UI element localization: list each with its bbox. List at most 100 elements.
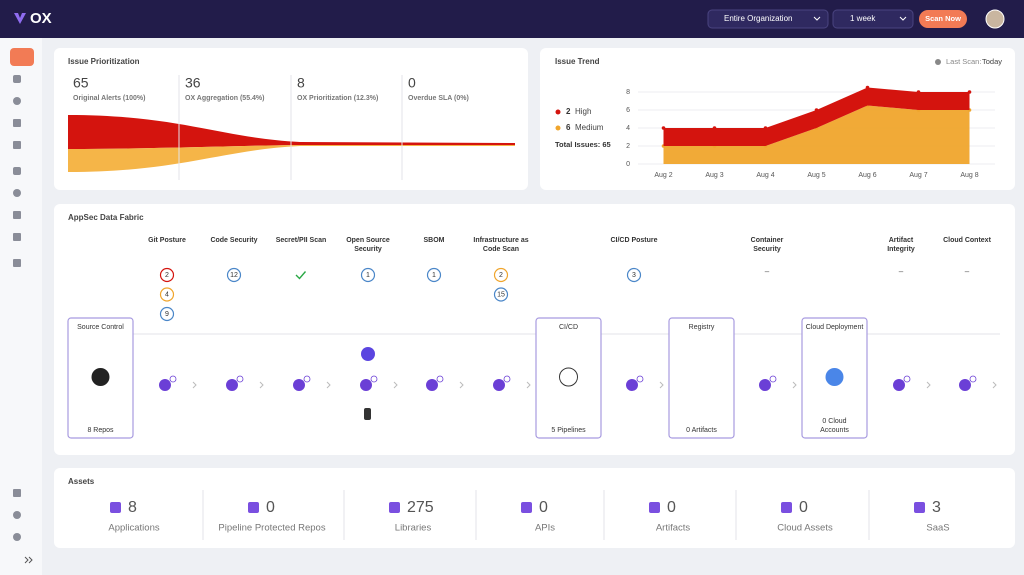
nav-icon[interactable] bbox=[13, 233, 21, 241]
card-title: AppSec Data Fabric bbox=[68, 213, 144, 222]
arrow bbox=[459, 381, 464, 389]
legend-count: 2 bbox=[566, 107, 571, 116]
asset-label: APIs bbox=[535, 523, 555, 534]
label: Artifact Integrity bbox=[887, 237, 915, 253]
asset-value: 0 bbox=[667, 499, 676, 516]
placeholder: – bbox=[965, 267, 970, 276]
legend-name: High bbox=[575, 107, 591, 116]
placeholder: – bbox=[765, 267, 770, 276]
scan-label: Scan Now bbox=[925, 14, 961, 23]
org-label: Entire Organization bbox=[724, 14, 792, 23]
badge-value: 4 bbox=[165, 291, 169, 298]
sidebar bbox=[0, 38, 42, 575]
card-title: Assets bbox=[68, 477, 95, 486]
arrow bbox=[659, 381, 664, 389]
nav-icon[interactable] bbox=[13, 211, 21, 219]
y-tick-label: 4 bbox=[626, 125, 630, 132]
stage-label: OX Aggregation (55.4%) bbox=[185, 95, 264, 102]
scan-button[interactable] bbox=[919, 10, 967, 28]
tool-badge bbox=[769, 375, 777, 383]
tool-badge bbox=[169, 375, 177, 383]
badge-value: 15 bbox=[497, 291, 505, 298]
tool-badge bbox=[903, 375, 911, 383]
last-scan: Today bbox=[982, 57, 1002, 66]
legend-name: Medium bbox=[575, 123, 604, 132]
nav-icon[interactable] bbox=[13, 189, 21, 197]
legend-count: 6 bbox=[566, 123, 571, 132]
x-tick-label: Aug 6 bbox=[858, 172, 876, 179]
arrow bbox=[192, 381, 197, 389]
asset-icon bbox=[649, 502, 660, 513]
tool-icon bbox=[959, 379, 971, 391]
last-scan-label: Last Scan: bbox=[946, 57, 981, 66]
label: CI/CD bbox=[559, 324, 578, 331]
area-high bbox=[663, 87, 970, 146]
nav-icon[interactable] bbox=[13, 533, 21, 541]
check bbox=[295, 271, 307, 280]
nav-expand[interactable] bbox=[24, 556, 33, 564]
badge-value: 2 bbox=[499, 272, 503, 279]
tool-badge bbox=[236, 375, 244, 383]
label: Secret/PII Scan bbox=[276, 237, 327, 244]
nav-home[interactable] bbox=[10, 48, 34, 66]
badge bbox=[226, 267, 242, 283]
nav-icon[interactable] bbox=[13, 141, 21, 149]
badge-value: 9 bbox=[165, 311, 169, 318]
nav-icon[interactable] bbox=[13, 167, 21, 175]
nav-icon[interactable] bbox=[13, 511, 21, 519]
y-tick-label: 0 bbox=[626, 161, 630, 168]
asset-label: Libraries bbox=[395, 523, 432, 534]
tool-icon bbox=[759, 379, 771, 391]
badge bbox=[159, 306, 175, 322]
x-tick-label: Aug 2 bbox=[654, 172, 672, 179]
stage-label: OX Prioritization (12.3%) bbox=[297, 95, 378, 102]
tool-icon bbox=[626, 379, 638, 391]
point bbox=[916, 90, 921, 94]
tool-icon bbox=[293, 379, 305, 391]
tool-icon bbox=[360, 379, 372, 391]
tool-icon bbox=[493, 379, 505, 391]
arrow bbox=[393, 381, 398, 389]
label: 0 Artifacts bbox=[686, 427, 717, 434]
nav-icon[interactable] bbox=[13, 259, 21, 267]
nav-icon[interactable] bbox=[13, 97, 21, 105]
period-select[interactable] bbox=[832, 9, 914, 29]
asset-value: 0 bbox=[539, 499, 548, 516]
stage-value: 8 bbox=[297, 75, 305, 91]
arrow bbox=[326, 381, 331, 389]
clock-icon bbox=[935, 59, 941, 65]
asset-icon bbox=[248, 502, 259, 513]
nav-icon[interactable] bbox=[13, 75, 21, 83]
org-select[interactable] bbox=[707, 9, 829, 29]
avatar[interactable] bbox=[985, 9, 1005, 29]
label: Source Control bbox=[77, 324, 124, 331]
label: 5 Pipelines bbox=[551, 427, 586, 434]
y-tick-label: 2 bbox=[626, 143, 630, 150]
tool-badge bbox=[503, 375, 511, 383]
badge-value: 1 bbox=[366, 272, 370, 279]
badge-value: 12 bbox=[230, 272, 238, 279]
stage-icon bbox=[559, 367, 578, 387]
tool-badge bbox=[436, 375, 444, 383]
label: Open Source Security bbox=[346, 237, 390, 253]
nav-icon[interactable] bbox=[13, 119, 21, 127]
x-tick-label: Aug 8 bbox=[960, 172, 978, 179]
stage-value: 36 bbox=[185, 75, 201, 91]
label: CI/CD Posture bbox=[610, 237, 657, 244]
chevron bbox=[813, 16, 821, 21]
point bbox=[661, 126, 666, 130]
x-tick-label: Aug 4 bbox=[756, 172, 774, 179]
asset-icon bbox=[521, 502, 532, 513]
nav-icon[interactable] bbox=[13, 489, 21, 497]
x-tick-label: Aug 7 bbox=[909, 172, 927, 179]
label: Code Security bbox=[210, 237, 257, 244]
arrow bbox=[992, 381, 997, 389]
badge bbox=[626, 267, 642, 283]
y-tick-label: 6 bbox=[626, 107, 630, 114]
tool-icon bbox=[226, 379, 238, 391]
asset-label: SaaS bbox=[926, 523, 949, 534]
logo-mark bbox=[14, 13, 26, 24]
logo: OX bbox=[30, 10, 52, 27]
point bbox=[712, 126, 717, 130]
badge-value: 3 bbox=[632, 272, 636, 279]
